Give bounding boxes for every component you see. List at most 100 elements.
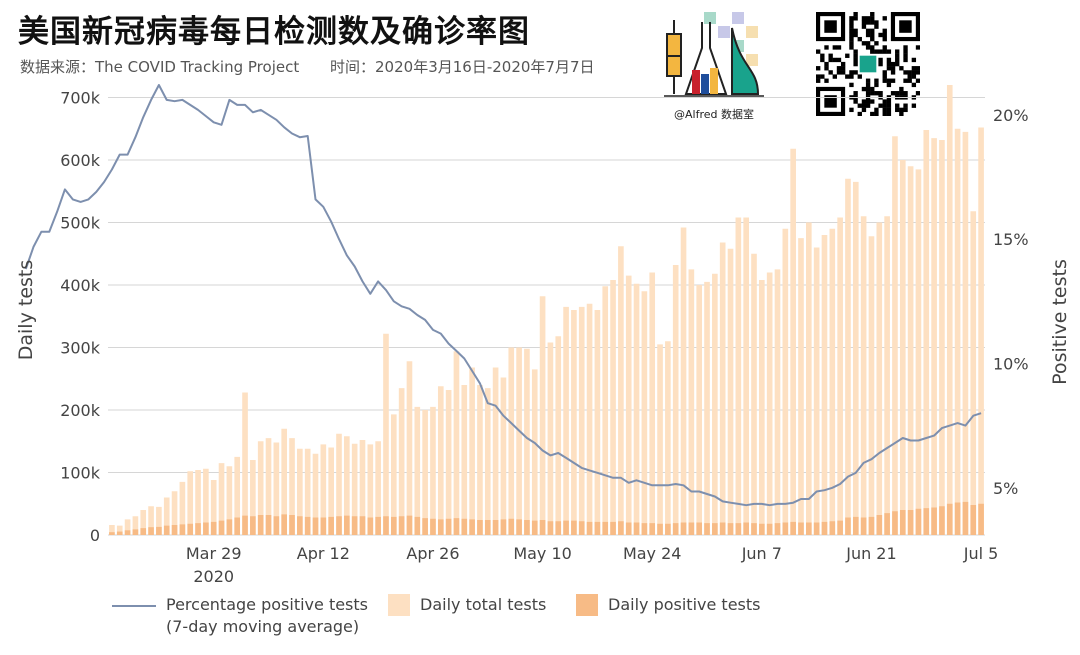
bar-positive-tests xyxy=(320,517,327,535)
bar-total-tests xyxy=(899,160,906,535)
bar-positive-tests xyxy=(547,521,554,535)
qr-code-icon xyxy=(816,12,921,117)
bar-total-tests xyxy=(923,130,930,535)
bar-total-tests xyxy=(445,390,452,535)
bar-total-tests xyxy=(798,238,804,535)
y2-tick-label: 15% xyxy=(993,230,1029,249)
bar-positive-tests xyxy=(203,522,209,535)
bar-total-tests xyxy=(907,166,914,535)
bar-total-tests xyxy=(265,438,272,535)
bar-total-tests xyxy=(759,280,765,535)
bar-positive-tests xyxy=(398,516,405,535)
bar-positive-tests xyxy=(508,518,515,535)
bar-total-tests xyxy=(124,519,131,535)
y-tick-label: 0 xyxy=(90,526,100,545)
bar-total-tests xyxy=(437,386,444,535)
bar-positive-tests xyxy=(445,518,452,535)
x-tick-label: Mar 29 xyxy=(186,544,242,563)
qr-code[interactable] xyxy=(816,12,921,117)
bar-total-tests xyxy=(484,388,491,535)
legend-positive-label: Daily positive tests xyxy=(608,595,761,614)
bar-total-tests xyxy=(766,272,773,535)
bar-total-tests xyxy=(281,428,288,535)
bar-positive-tests xyxy=(805,522,812,535)
total-tests-bars xyxy=(109,85,984,535)
bar-total-tests xyxy=(304,448,311,535)
bar-positive-tests xyxy=(884,513,890,535)
bar-total-tests xyxy=(195,470,201,535)
bar-positive-tests xyxy=(704,523,710,535)
bar-positive-tests xyxy=(633,522,640,535)
bar-total-tests xyxy=(860,216,867,535)
bar-positive-tests xyxy=(868,516,875,535)
bar-positive-tests xyxy=(328,516,334,535)
bar-positive-tests xyxy=(774,523,781,535)
bar-positive-tests xyxy=(539,520,546,535)
bar-positive-tests xyxy=(422,518,428,535)
bar-total-tests xyxy=(320,444,327,535)
bar-total-tests xyxy=(782,228,789,535)
bar-positive-tests xyxy=(892,511,898,535)
bar-positive-tests xyxy=(484,520,491,535)
bar-total-tests xyxy=(829,228,836,535)
bar-total-tests xyxy=(156,506,162,535)
bar-total-tests xyxy=(978,127,984,535)
bar-total-tests xyxy=(735,217,742,535)
positive-rate-line-group xyxy=(24,84,982,507)
y-tick-label: 500k xyxy=(60,214,101,233)
bar-positive-tests xyxy=(163,525,170,535)
bar-positive-tests xyxy=(915,508,922,535)
bar-positive-tests xyxy=(970,505,977,535)
bar-positive-tests xyxy=(336,516,342,535)
x-tick-label: Apr 12 xyxy=(297,544,350,563)
bar-positive-tests xyxy=(829,521,836,535)
bar-total-tests xyxy=(743,217,749,535)
time-range-text: 时间：2020年3月16日-2020年7月7日 xyxy=(330,58,595,76)
bar-total-tests xyxy=(344,436,350,535)
bar-total-tests xyxy=(148,506,154,535)
bar-positive-tests xyxy=(265,515,272,535)
x-tick-label: May 10 xyxy=(513,544,572,563)
bar-total-tests xyxy=(273,442,280,535)
bar-total-tests xyxy=(234,456,241,535)
bar-positive-tests xyxy=(414,516,421,535)
legend-item-positive: Daily positive tests xyxy=(576,594,760,616)
x-tick-label: Apr 26 xyxy=(406,544,459,563)
bar-total-tests xyxy=(203,468,209,535)
bar-total-tests xyxy=(821,235,828,535)
bar-positive-tests xyxy=(563,520,569,535)
bar-total-tests xyxy=(163,497,170,535)
bar-total-tests xyxy=(892,136,898,535)
y2-axis-title: Positive tests xyxy=(1049,259,1071,385)
bar-positive-tests xyxy=(148,527,154,535)
bar-positive-tests xyxy=(602,521,609,535)
legend: Percentage positive tests (7-day moving … xyxy=(112,594,912,644)
bar-total-tests xyxy=(852,181,859,535)
bar-total-tests xyxy=(594,310,601,535)
bar-positive-tests xyxy=(899,510,906,535)
bar-positive-tests xyxy=(946,503,953,535)
bar-positive-tests xyxy=(171,525,178,535)
legend-positive-swatch xyxy=(576,594,598,616)
bar-total-tests xyxy=(602,286,609,535)
bar-positive-tests xyxy=(242,515,248,535)
bar-total-tests xyxy=(109,525,115,535)
bar-total-tests xyxy=(461,385,468,535)
positive-tests-bars xyxy=(109,501,984,535)
bar-total-tests xyxy=(876,222,883,535)
bar-positive-tests xyxy=(931,507,937,535)
bar-positive-tests xyxy=(837,520,843,535)
y-tick-label: 700k xyxy=(60,89,101,108)
x-tick-year: 2020 xyxy=(193,567,234,586)
legend-total-label: Daily total tests xyxy=(420,595,547,614)
bar-positive-tests xyxy=(406,515,413,535)
bar-total-tests xyxy=(257,441,264,535)
bar-total-tests xyxy=(328,447,334,535)
bar-total-tests xyxy=(962,131,969,535)
bar-total-tests xyxy=(790,148,796,535)
positive-rate-line xyxy=(24,84,982,507)
bar-positive-tests xyxy=(578,521,585,535)
bar-total-tests xyxy=(132,516,139,535)
bar-total-tests xyxy=(210,480,217,535)
bar-total-tests xyxy=(931,138,937,535)
